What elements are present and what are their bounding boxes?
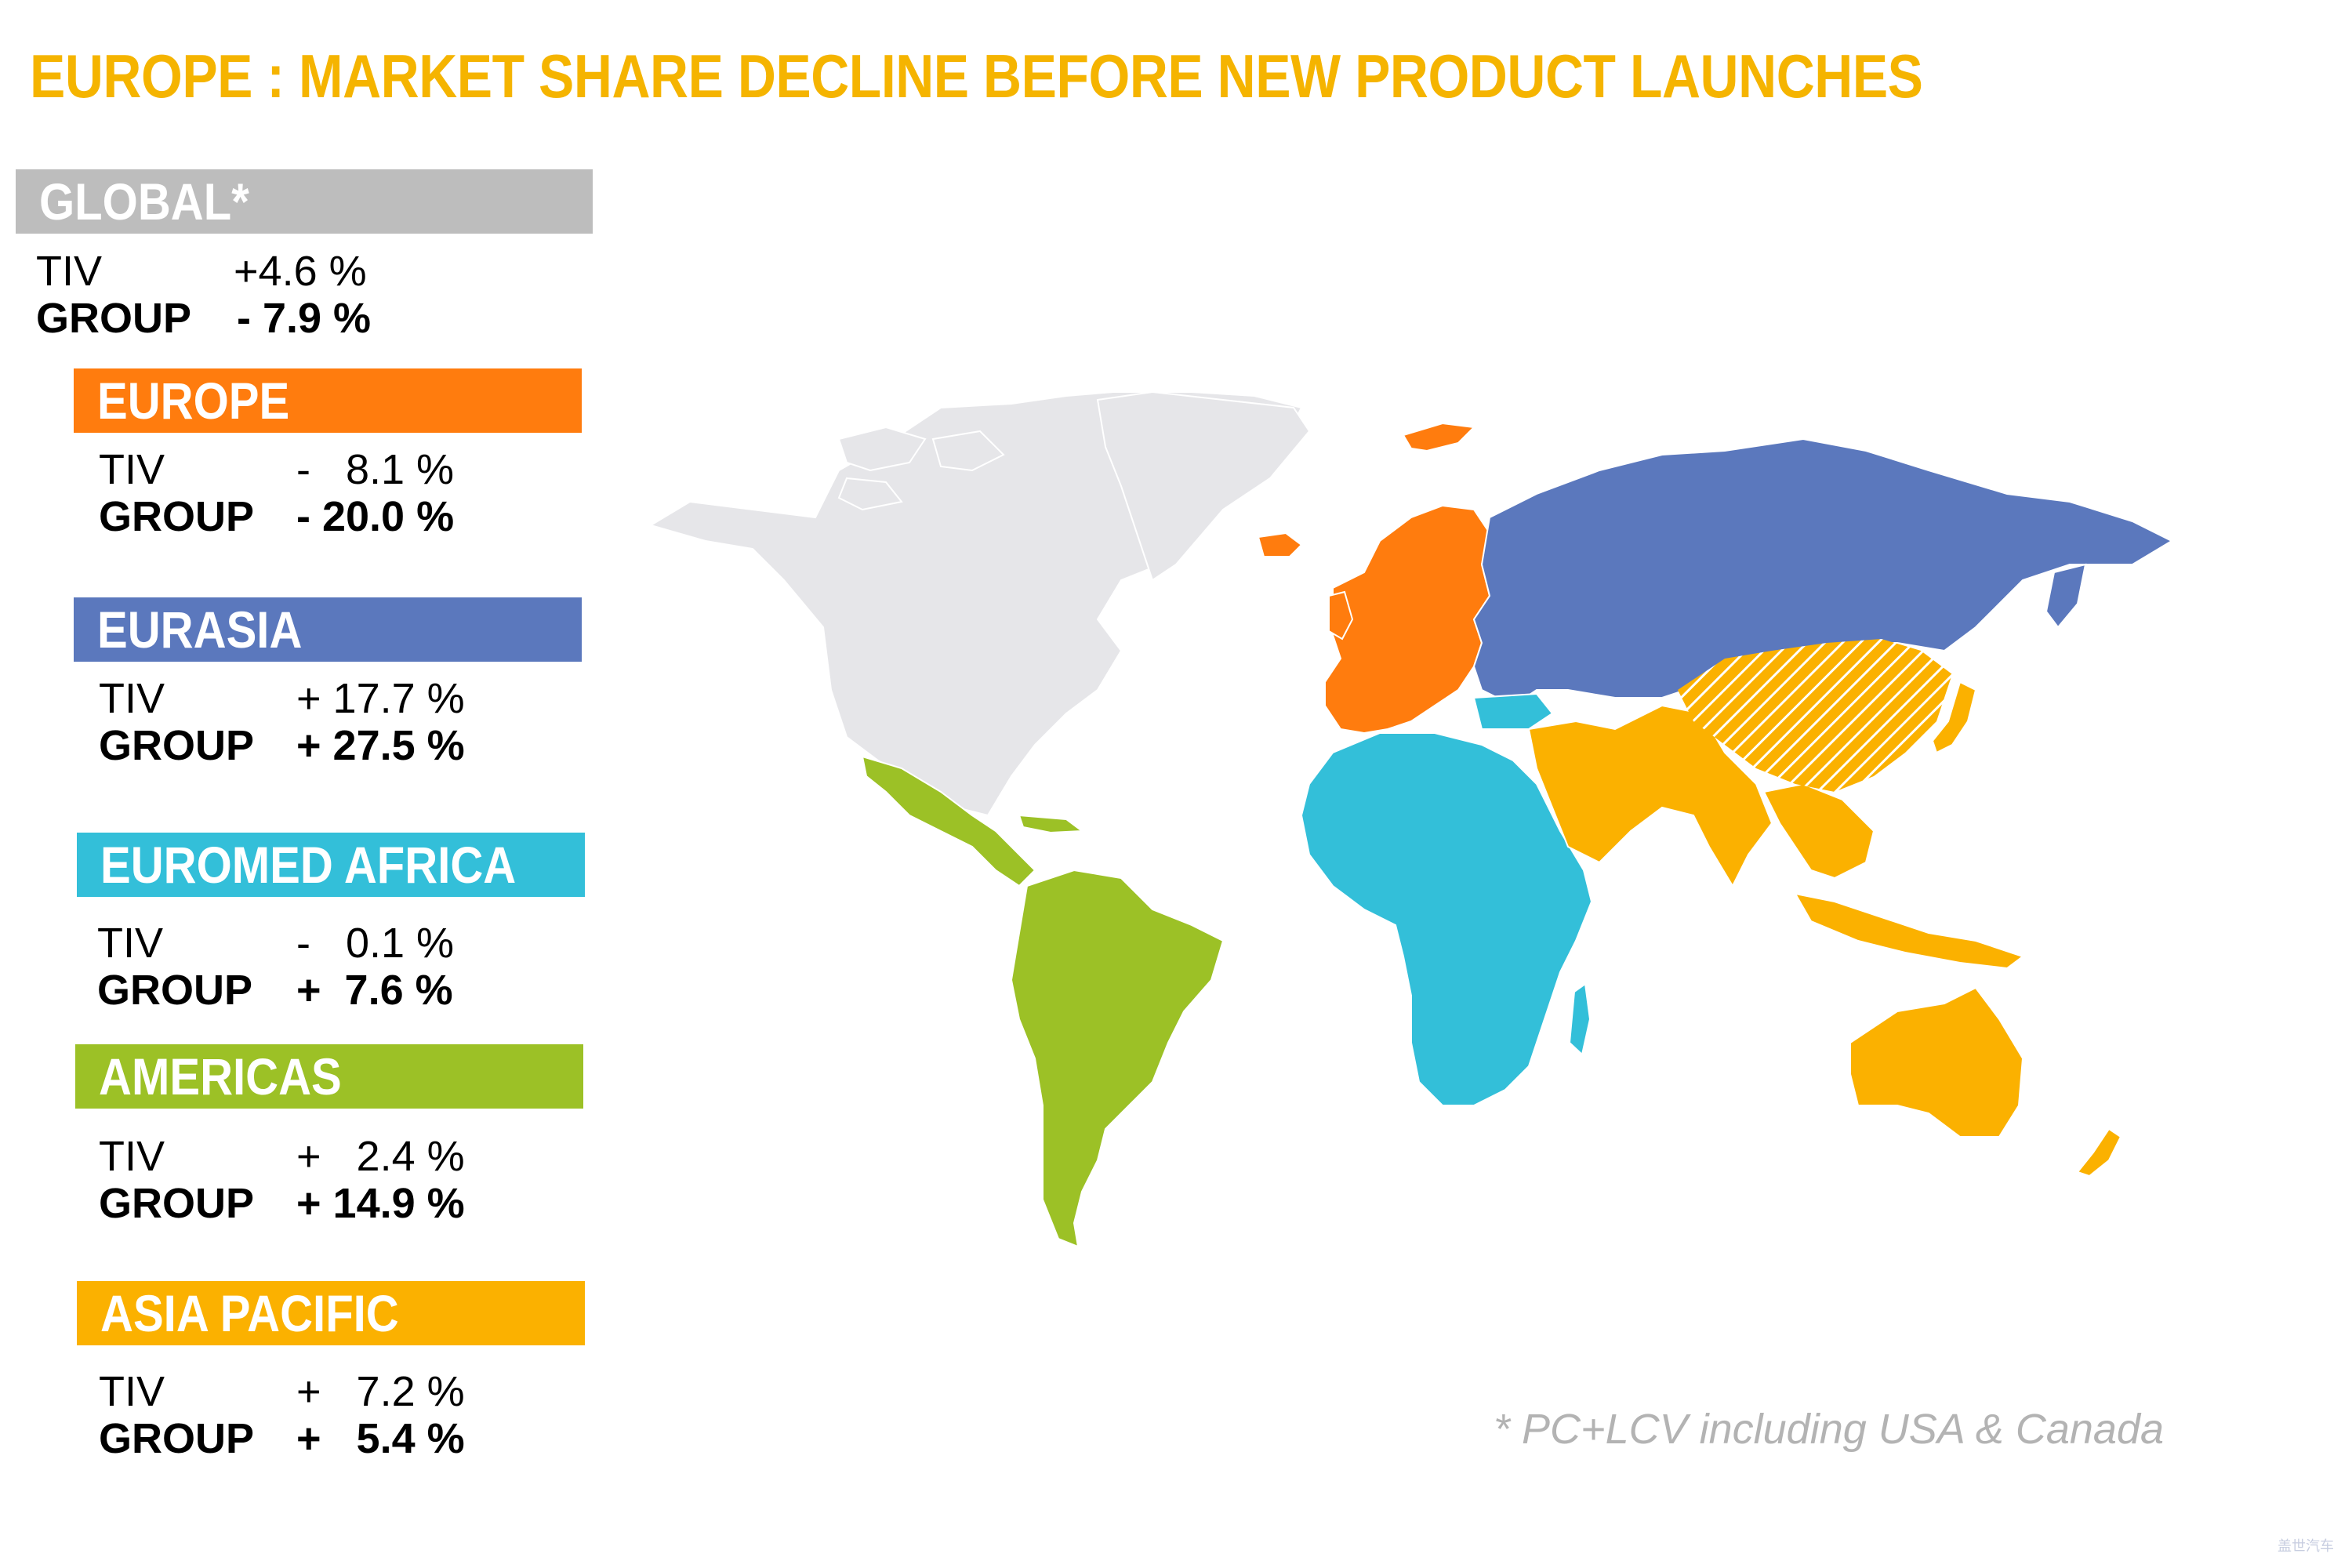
region-kamchatka bbox=[2045, 563, 2087, 629]
region-header-eurasia: EURASIA bbox=[74, 597, 582, 662]
region-name: EUROPE bbox=[97, 372, 290, 430]
page-title: EUROPE : MARKET SHARE DECLINE BEFORE NEW… bbox=[30, 42, 1923, 111]
region-arctic-islands bbox=[837, 426, 1005, 511]
stat-value: +4.6 % bbox=[234, 248, 367, 295]
stat-label: GROUP bbox=[99, 1415, 255, 1462]
stat-value: - 8.1 % bbox=[296, 446, 455, 493]
region-greenland bbox=[1096, 390, 1311, 582]
region-turkey bbox=[1472, 692, 1554, 730]
region-indonesia bbox=[1794, 892, 2025, 970]
region-new-zealand bbox=[2076, 1127, 2122, 1178]
region-south-america bbox=[1010, 869, 1225, 1248]
stat-value: + 14.9 % bbox=[296, 1180, 465, 1227]
region-africa bbox=[1300, 732, 1593, 1106]
stat-label: TIV bbox=[36, 248, 103, 295]
stat-value: + 7.2 % bbox=[296, 1368, 465, 1415]
region-japan bbox=[1931, 681, 1977, 754]
stat-label: TIV bbox=[99, 1368, 165, 1415]
region-eurasia bbox=[1472, 437, 2174, 707]
stat-label: GROUP bbox=[36, 295, 192, 342]
region-middle-east-south-asia bbox=[1527, 704, 1773, 888]
region-madagascar bbox=[1568, 982, 1592, 1056]
region-australia bbox=[1849, 986, 2024, 1138]
region-header-europe: EUROPE bbox=[74, 368, 582, 433]
stat-value: + 7.6 % bbox=[296, 967, 453, 1014]
stat-label: GROUP bbox=[99, 1180, 255, 1227]
stat-value: - 20.0 % bbox=[296, 493, 455, 540]
region-header-americas: AMERICAS bbox=[75, 1044, 583, 1109]
stat-label: TIV bbox=[97, 920, 164, 967]
world-map bbox=[648, 390, 2174, 1248]
region-header-global: GLOBAL* bbox=[16, 169, 593, 234]
stat-label: GROUP bbox=[97, 967, 253, 1014]
region-southeast-asia bbox=[1762, 782, 1875, 880]
region-name: EURASIA bbox=[97, 601, 303, 659]
stat-label: GROUP bbox=[99, 493, 255, 540]
region-china bbox=[1678, 639, 1952, 792]
stat-value: + 5.4 % bbox=[296, 1415, 465, 1462]
region-central-america bbox=[861, 755, 1036, 887]
stat-label: GROUP bbox=[99, 722, 255, 769]
region-header-euromed-africa: EUROMED AFRICA bbox=[77, 833, 585, 897]
region-header-asia-pacific: ASIA PACIFIC bbox=[77, 1281, 585, 1345]
region-uk bbox=[1328, 590, 1354, 641]
region-name: EUROMED AFRICA bbox=[100, 836, 517, 894]
stat-value: - 0.1 % bbox=[296, 920, 455, 967]
region-name: AMERICAS bbox=[99, 1047, 342, 1105]
stat-value: + 2.4 % bbox=[296, 1133, 465, 1180]
region-name: ASIA PACIFIC bbox=[100, 1284, 399, 1342]
stat-label: TIV bbox=[99, 675, 165, 722]
stat-value: - 7.9 % bbox=[237, 295, 372, 342]
region-iceland bbox=[1257, 532, 1303, 557]
stat-value: + 27.5 % bbox=[296, 722, 465, 769]
stat-label: TIV bbox=[99, 1133, 165, 1180]
stat-value: + 17.7 % bbox=[296, 675, 465, 722]
stat-label: TIV bbox=[99, 446, 165, 493]
watermark-logo: 盖世汽车 bbox=[2278, 1538, 2334, 1554]
region-name: GLOBAL* bbox=[39, 172, 249, 230]
region-caribbean bbox=[1018, 814, 1084, 834]
footnote: * PC+LCV including USA & Canada bbox=[1494, 1406, 2164, 1453]
region-svalbard bbox=[1402, 422, 1476, 452]
